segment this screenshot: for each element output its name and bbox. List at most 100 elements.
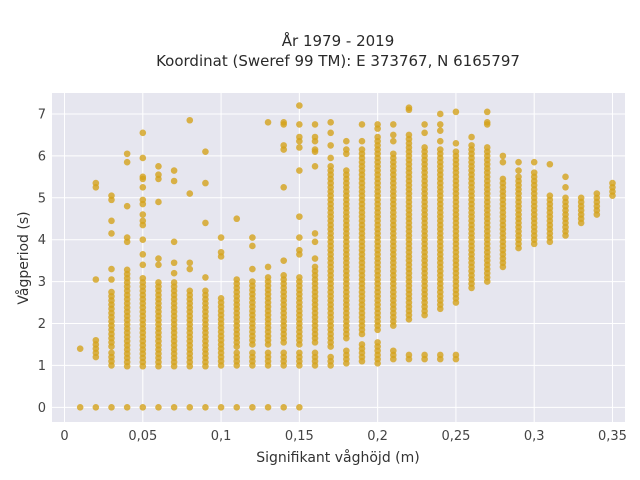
data-point bbox=[139, 196, 147, 204]
y-axis-ticks: 0 1 2 3 4 5 6 7 bbox=[38, 107, 46, 415]
data-point bbox=[577, 194, 585, 202]
data-point bbox=[405, 351, 413, 359]
data-point bbox=[92, 404, 100, 411]
data-point bbox=[311, 238, 319, 246]
data-point bbox=[358, 146, 366, 153]
data-point bbox=[249, 242, 256, 250]
data-point bbox=[217, 234, 225, 241]
data-point bbox=[296, 213, 303, 220]
data-point bbox=[327, 163, 334, 170]
data-point bbox=[123, 202, 131, 210]
data-point bbox=[452, 139, 460, 147]
data-point bbox=[108, 217, 115, 225]
x-axis-label: Signifikant våghöjd (m) bbox=[256, 449, 419, 466]
data-point bbox=[499, 158, 507, 166]
data-point bbox=[562, 194, 569, 202]
data-point bbox=[468, 142, 475, 149]
data-point bbox=[186, 259, 194, 267]
data-point bbox=[358, 121, 366, 128]
y-tick-label: 6 bbox=[38, 149, 46, 164]
data-point bbox=[186, 404, 194, 411]
x-tick-label: 0,05 bbox=[128, 429, 157, 444]
chart-title: År 1979 - 2019 bbox=[282, 31, 395, 50]
data-point bbox=[170, 238, 178, 246]
data-point bbox=[327, 154, 334, 162]
data-point bbox=[186, 287, 194, 295]
data-point bbox=[311, 121, 319, 128]
data-point bbox=[249, 404, 256, 411]
y-tick-label: 5 bbox=[38, 191, 46, 206]
data-point bbox=[249, 265, 256, 273]
data-point bbox=[374, 339, 381, 346]
data-point bbox=[296, 349, 303, 357]
data-point bbox=[139, 236, 147, 243]
data-point bbox=[358, 341, 366, 348]
data-point bbox=[296, 404, 303, 411]
data-point bbox=[343, 347, 350, 355]
data-point bbox=[436, 351, 444, 359]
data-point bbox=[217, 295, 225, 302]
data-point bbox=[390, 121, 397, 128]
y-tick-label: 0 bbox=[38, 401, 46, 416]
data-point bbox=[499, 152, 507, 160]
data-point bbox=[374, 133, 381, 141]
data-point bbox=[483, 144, 491, 151]
data-point bbox=[343, 167, 350, 174]
y-axis-label: Vågperiod (s) bbox=[15, 211, 32, 304]
data-point bbox=[76, 345, 84, 352]
x-tick-label: 0,1 bbox=[211, 429, 232, 444]
data-point bbox=[202, 404, 209, 411]
data-point bbox=[296, 234, 303, 241]
data-point bbox=[264, 263, 272, 271]
data-point bbox=[92, 179, 100, 187]
data-point bbox=[249, 278, 256, 285]
data-point bbox=[123, 266, 131, 274]
data-point bbox=[483, 108, 491, 116]
data-point bbox=[108, 288, 115, 296]
data-point bbox=[374, 121, 381, 128]
data-point bbox=[264, 119, 272, 126]
data-point bbox=[170, 259, 178, 267]
data-point bbox=[296, 102, 303, 109]
data-point bbox=[202, 148, 209, 155]
data-point bbox=[233, 349, 241, 357]
data-point bbox=[436, 110, 444, 118]
data-point bbox=[155, 279, 162, 286]
data-point bbox=[217, 404, 225, 411]
data-point bbox=[311, 349, 319, 357]
data-point bbox=[139, 404, 147, 411]
data-point bbox=[421, 121, 428, 128]
data-point bbox=[139, 173, 147, 181]
data-point bbox=[202, 274, 209, 281]
data-point bbox=[609, 179, 616, 187]
data-point bbox=[155, 404, 162, 411]
data-point bbox=[421, 144, 428, 151]
data-point bbox=[530, 158, 538, 166]
data-point bbox=[139, 154, 147, 162]
data-point bbox=[483, 119, 491, 126]
data-point bbox=[139, 251, 147, 258]
data-point bbox=[343, 146, 350, 153]
data-point bbox=[233, 404, 241, 411]
data-point bbox=[108, 404, 115, 411]
data-point bbox=[155, 171, 162, 179]
data-point bbox=[264, 274, 272, 281]
data-point bbox=[280, 121, 288, 128]
data-point bbox=[343, 137, 350, 145]
y-tick-label: 2 bbox=[38, 317, 46, 332]
data-point bbox=[436, 137, 444, 145]
data-point bbox=[186, 116, 194, 124]
data-point bbox=[390, 131, 397, 139]
y-tick-label: 4 bbox=[38, 233, 46, 248]
data-point bbox=[155, 261, 162, 269]
x-tick-label: 0,35 bbox=[598, 429, 627, 444]
data-points bbox=[76, 102, 616, 411]
data-point bbox=[436, 146, 444, 153]
data-point bbox=[499, 175, 507, 183]
data-point bbox=[311, 255, 319, 262]
plot-area bbox=[52, 93, 625, 422]
data-point bbox=[123, 158, 131, 166]
data-point bbox=[202, 179, 209, 187]
data-point bbox=[249, 234, 256, 241]
data-point bbox=[515, 167, 522, 174]
